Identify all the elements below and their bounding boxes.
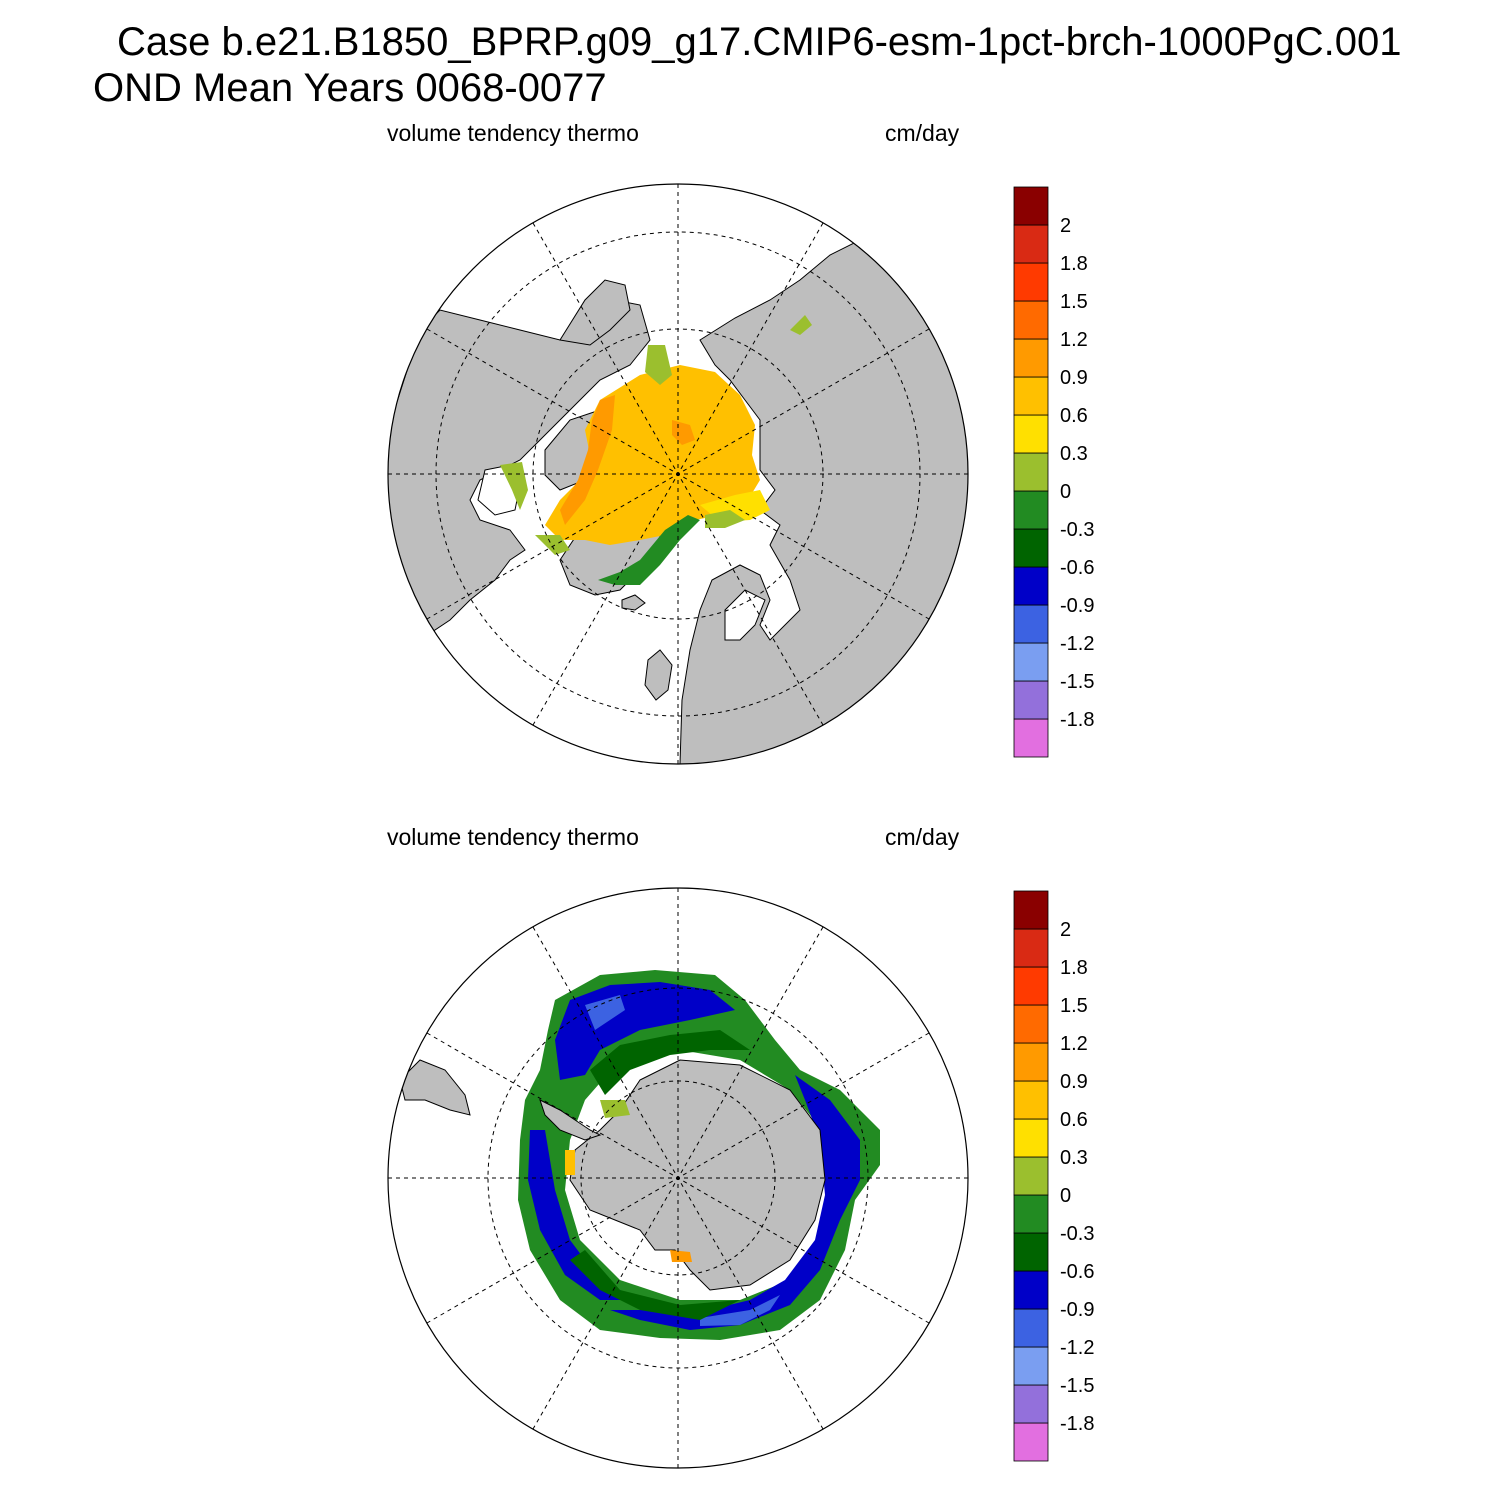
north-map-content (388, 239, 968, 764)
figure-title-line1: Case b.e21.B1850_BPRP.g09_g17.CMIP6-esm-… (117, 20, 1402, 64)
north-colorbar-swatch-0 (1013, 718, 1049, 758)
north-colorbar-swatch-2 (1013, 642, 1049, 682)
north-colorbar-swatch-6 (1013, 490, 1049, 530)
north-colorbar-tick-label: -0.6 (1060, 557, 1094, 579)
south-colorbar-tick-label: 0.9 (1060, 1071, 1088, 1093)
south-america-tip (399, 1059, 471, 1116)
antarctic-peninsula (539, 1099, 602, 1141)
arctic-ice-field-orange (560, 395, 615, 525)
iceland (621, 594, 646, 611)
south-colorbar-swatch-10 (1013, 1042, 1049, 1082)
arctic-ice-edge-lightgreen-east (705, 510, 745, 528)
south-colorbar-tick-label: 0 (1060, 1185, 1071, 1207)
north-colorbar-swatch-12 (1013, 262, 1049, 302)
north-panel-variable-label: volume tendency thermo (387, 120, 639, 146)
south-colorbar-swatch-3 (1013, 1308, 1049, 1348)
arctic-ice-edge-lightgreen-labrador (535, 535, 570, 555)
alaska (559, 279, 631, 346)
north-colorbar: -1.8 -1.5 -1.2 -0.9 -0.6 -0.3 0 0.3 0.6 0.9 1.2 1.5… (1013, 186, 1094, 758)
north-colorbar-swatch-11 (1013, 300, 1049, 340)
north-colorbar-swatch-1 (1013, 680, 1049, 720)
north-colorbar-swatch-5 (1013, 528, 1049, 568)
north-colorbar-tick-label: 0.6 (1060, 405, 1088, 427)
north-colorbar-swatch-14 (1013, 186, 1049, 226)
north-colorbar-swatch-7 (1013, 452, 1049, 492)
south-colorbar-tick-label: -0.9 (1060, 1299, 1094, 1321)
north-colorbar-tick-label: -1.5 (1060, 671, 1094, 693)
south-colorbar-swatch-11 (1013, 1004, 1049, 1044)
north-colorbar-tick-label: -1.2 (1060, 633, 1094, 655)
south-polar-map (387, 887, 969, 1469)
south-colorbar-swatch-8 (1013, 1118, 1049, 1158)
south-colorbar-tick-label: -0.3 (1060, 1223, 1094, 1245)
north-colorbar-swatch-10 (1013, 338, 1049, 378)
north-colorbar-tick-label: 0.3 (1060, 443, 1088, 465)
figure-title-line2: OND Mean Years 0068-0077 (93, 66, 607, 110)
southern-coastal-ice-green (600, 1100, 630, 1118)
north-map-border (387, 183, 969, 765)
north-panel-units-label: cm/day (885, 120, 960, 146)
north-colorbar-swatch-3 (1013, 604, 1049, 644)
south-colorbar-swatch-0 (1013, 1422, 1049, 1462)
south-colorbar-tick-label: 2 (1060, 919, 1071, 941)
south-colorbar-swatch-5 (1013, 1232, 1049, 1272)
okhotsk-ice (790, 315, 812, 335)
south-map-border (387, 887, 969, 1469)
southern-coastal-ice-yellow (565, 1150, 575, 1175)
south-panel-variable-label: volume tendency thermo (387, 824, 639, 850)
north-america-landmass (388, 299, 651, 641)
arctic-ice-edge-lightgreen-hudson (500, 462, 528, 510)
south-colorbar-tick-label: -1.8 (1060, 1413, 1094, 1435)
south-colorbar-swatch-9 (1013, 1080, 1049, 1120)
south-colorbar-tick-label: -1.5 (1060, 1375, 1094, 1397)
south-colorbar-swatch-6 (1013, 1194, 1049, 1234)
south-colorbar-swatch-7 (1013, 1156, 1049, 1196)
north-polar-map (387, 183, 969, 765)
north-colorbar-tick-label: -0.9 (1060, 595, 1094, 617)
arctic-ice-edge-green-greenland (598, 515, 700, 585)
south-colorbar-tick-label: 0.3 (1060, 1147, 1088, 1169)
north-map-gridlines (388, 184, 968, 764)
north-colorbar-swatch-8 (1013, 414, 1049, 454)
north-colorbar-tick-label: -0.3 (1060, 519, 1094, 541)
south-colorbar-tick-label: 0.6 (1060, 1109, 1088, 1131)
north-colorbar-tick-label: 0.9 (1060, 367, 1088, 389)
north-colorbar-tick-label: 0 (1060, 481, 1071, 503)
south-colorbar-tick-label: 1.2 (1060, 1033, 1088, 1055)
south-panel-units-label: cm/day (885, 824, 960, 850)
baltic-sea (724, 589, 766, 641)
south-colorbar-swatch-14 (1013, 890, 1049, 930)
southern-ice-lightblue (585, 995, 625, 1030)
southern-ice-lightblue-east (700, 1295, 780, 1326)
south-colorbar-swatch-1 (1013, 1384, 1049, 1424)
south-colorbar-swatch-4 (1013, 1270, 1049, 1310)
south-colorbar-swatch-13 (1013, 928, 1049, 968)
south-map-gridlines (388, 888, 968, 1468)
north-colorbar-swatch-13 (1013, 224, 1049, 264)
south-colorbar-tick-label: -0.6 (1060, 1261, 1094, 1283)
south-colorbar-swatch-2 (1013, 1346, 1049, 1386)
north-colorbar-tick-label: 1.8 (1060, 253, 1088, 275)
north-colorbar-swatch-4 (1013, 566, 1049, 606)
south-colorbar-swatch-12 (1013, 966, 1049, 1006)
southern-coastal-ice-orange (670, 1250, 692, 1262)
south-colorbar-tick-label: 1.5 (1060, 995, 1088, 1017)
arctic-ice-edge-lightgreen-bering (645, 345, 672, 385)
british-isles (644, 649, 673, 701)
north-colorbar-tick-label: 2 (1060, 215, 1071, 237)
south-map-content (399, 970, 880, 1340)
north-colorbar-tick-label: 1.5 (1060, 291, 1088, 313)
north-colorbar-tick-label: -1.8 (1060, 709, 1094, 731)
south-colorbar: -1.8 -1.5 -1.2 -0.9 -0.6 -0.3 0 0.3 0.6 0.9 1.2 1.5… (1013, 890, 1094, 1462)
south-colorbar-tick-label: -1.2 (1060, 1337, 1094, 1359)
north-colorbar-swatch-9 (1013, 376, 1049, 416)
north-colorbar-tick-label: 1.2 (1060, 329, 1088, 351)
south-colorbar-tick-label: 1.8 (1060, 957, 1088, 979)
